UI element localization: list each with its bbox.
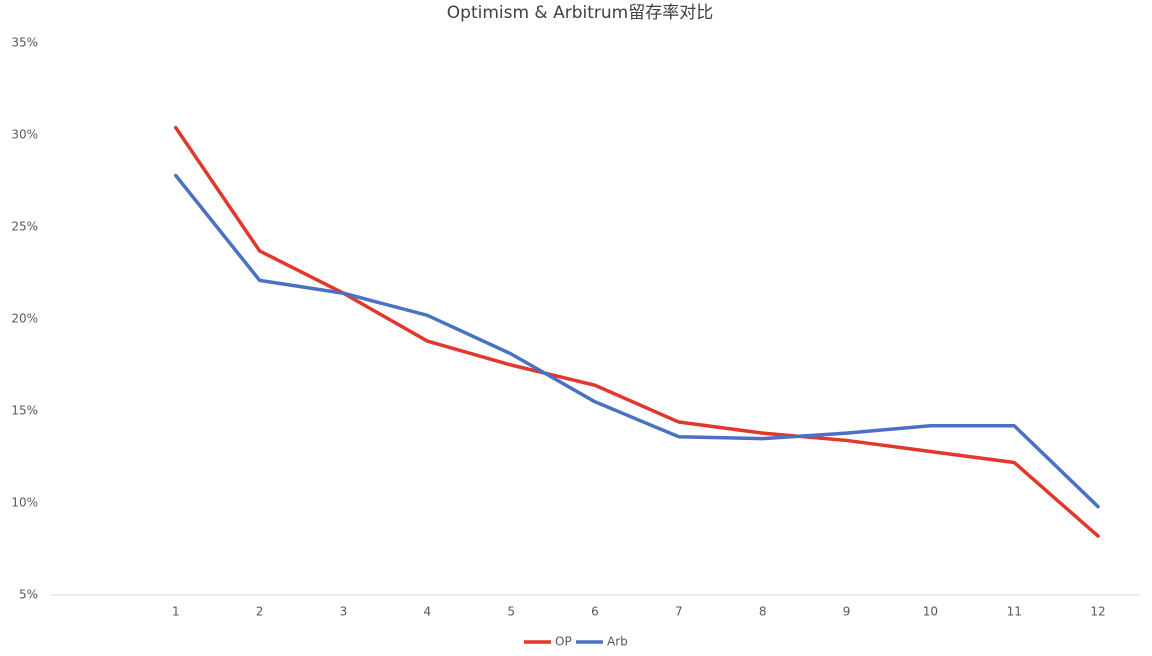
x-tick-label: 5 xyxy=(507,605,515,619)
x-tick-label: 3 xyxy=(340,605,348,619)
series-line xyxy=(174,173,1100,509)
x-tick-label: 6 xyxy=(591,605,599,619)
x-tick-label: 9 xyxy=(843,605,851,619)
series-line xyxy=(174,125,1100,538)
legend-label: Arb xyxy=(607,635,628,649)
x-tick-label: 8 xyxy=(759,605,767,619)
y-tick-label: 35% xyxy=(11,36,38,50)
y-tick-label: 15% xyxy=(11,404,38,418)
y-tick-label: 20% xyxy=(11,312,38,326)
x-tick-label: 2 xyxy=(256,605,264,619)
legend-label: OP xyxy=(555,635,572,649)
y-tick-label: 10% xyxy=(11,496,38,510)
x-tick-label: 1 xyxy=(172,605,180,619)
x-tick-label: 12 xyxy=(1090,605,1105,619)
chart-title: Optimism & Arbitrum留存率对比 xyxy=(447,3,713,23)
y-tick-label: 25% xyxy=(11,220,38,234)
x-tick-label: 4 xyxy=(423,605,431,619)
y-tick-label: 5% xyxy=(19,588,38,602)
x-tick-label: 10 xyxy=(923,605,938,619)
x-tick-label: 11 xyxy=(1007,605,1022,619)
x-tick-label: 7 xyxy=(675,605,683,619)
y-tick-label: 30% xyxy=(11,128,38,142)
